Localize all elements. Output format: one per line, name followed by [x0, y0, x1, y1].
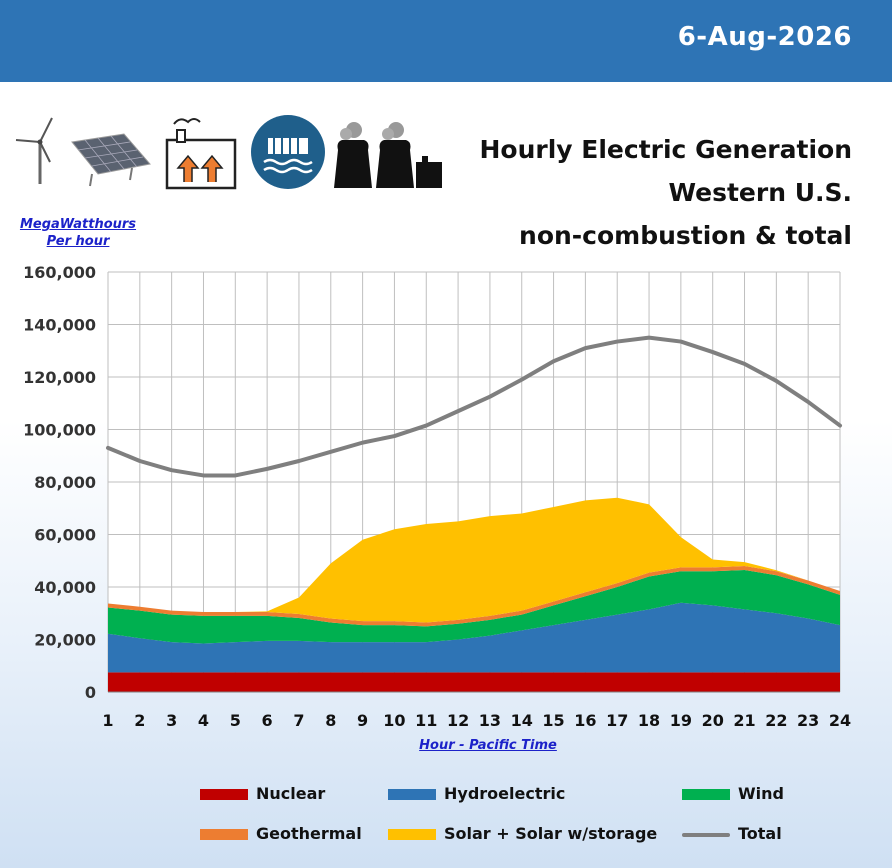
x-tick-label-2: 3	[166, 711, 177, 730]
x-tick-label-3: 4	[198, 711, 209, 730]
x-tick-label-17: 18	[638, 711, 660, 730]
x-tick-label-7: 8	[325, 711, 336, 730]
header-bar: 6-Aug-2026	[0, 0, 892, 82]
y-tick-label-3: 60,000	[34, 526, 96, 545]
x-tick-label-15: 16	[574, 711, 596, 730]
x-tick-label-6: 7	[293, 711, 304, 730]
geothermal-plant-icon	[165, 118, 237, 190]
report-date: 6-Aug-2026	[677, 22, 852, 52]
hydroelectric-dam-icon	[251, 115, 325, 189]
x-tick-label-13: 14	[511, 711, 533, 730]
area-nuclear	[108, 672, 840, 692]
x-tick-label-8: 9	[357, 711, 368, 730]
y-tick-label-1: 20,000	[34, 631, 96, 650]
y-tick-label-2: 40,000	[34, 578, 96, 597]
y-axis-label-line-2: Per hour	[46, 234, 110, 249]
x-tick-label-23: 24	[829, 711, 851, 730]
x-tick-label-20: 21	[733, 711, 755, 730]
solar-panel-icon	[71, 133, 151, 187]
area-solar	[108, 497, 840, 623]
legend-label-wind: Wind	[738, 784, 784, 803]
y-tick-label-4: 80,000	[34, 473, 96, 492]
title-line-1: Hourly Electric Generation	[479, 135, 852, 164]
x-tick-label-12: 13	[479, 711, 501, 730]
x-tick-label-11: 12	[447, 711, 469, 730]
legend-label-solar: Solar + Solar w/storage	[444, 824, 658, 843]
legend-swatch-hydroelectric	[388, 789, 436, 800]
x-tick-label-14: 15	[542, 711, 564, 730]
y-tick-label-7: 140,000	[23, 316, 96, 335]
y-axis-label: MegaWatthours Per hour	[16, 216, 140, 250]
x-tick-label-0: 1	[102, 711, 113, 730]
x-tick-label-4: 5	[230, 711, 241, 730]
y-tick-label-5: 100,000	[23, 421, 96, 440]
wind-turbine-icon	[15, 117, 53, 184]
x-tick-label-19: 20	[702, 711, 724, 730]
x-axis-label: Hour - Pacific Time	[419, 738, 557, 753]
x-tick-label-16: 17	[606, 711, 628, 730]
legend-label-nuclear: Nuclear	[256, 784, 326, 803]
x-tick-label-22: 23	[797, 711, 819, 730]
x-tick-label-9: 10	[383, 711, 405, 730]
title-line-2: Western U.S.	[668, 178, 852, 207]
chart-title: Hourly Electric Generation Western U.S. …	[479, 128, 852, 257]
x-tick-label-10: 11	[415, 711, 437, 730]
y-tick-label-8: 160,000	[23, 263, 96, 282]
legend-label-total: Total	[738, 824, 782, 843]
x-tick-label-1: 2	[134, 711, 145, 730]
x-tick-label-18: 19	[670, 711, 692, 730]
y-tick-label-6: 120,000	[23, 368, 96, 387]
legend-swatch-geothermal	[200, 829, 248, 840]
legend-swatch-solar	[388, 829, 436, 840]
legend-swatch-nuclear	[200, 789, 248, 800]
nuclear-plant-icon	[334, 122, 442, 188]
x-tick-label-21: 22	[765, 711, 787, 730]
legend-label-geothermal: Geothermal	[256, 824, 362, 843]
legend-swatch-total	[682, 833, 730, 837]
legend-swatch-wind	[682, 789, 730, 800]
area-wind	[108, 569, 840, 644]
legend-label-hydroelectric: Hydroelectric	[444, 784, 566, 803]
energy-icons	[15, 115, 442, 190]
x-tick-label-5: 6	[262, 711, 273, 730]
area-geothermal	[108, 566, 840, 627]
line-total	[106, 335, 842, 478]
title-line-3: non-combustion & total	[519, 221, 852, 250]
y-tick-label-0: 0	[85, 683, 96, 702]
y-axis-label-line-1: MegaWatthours	[19, 217, 137, 232]
